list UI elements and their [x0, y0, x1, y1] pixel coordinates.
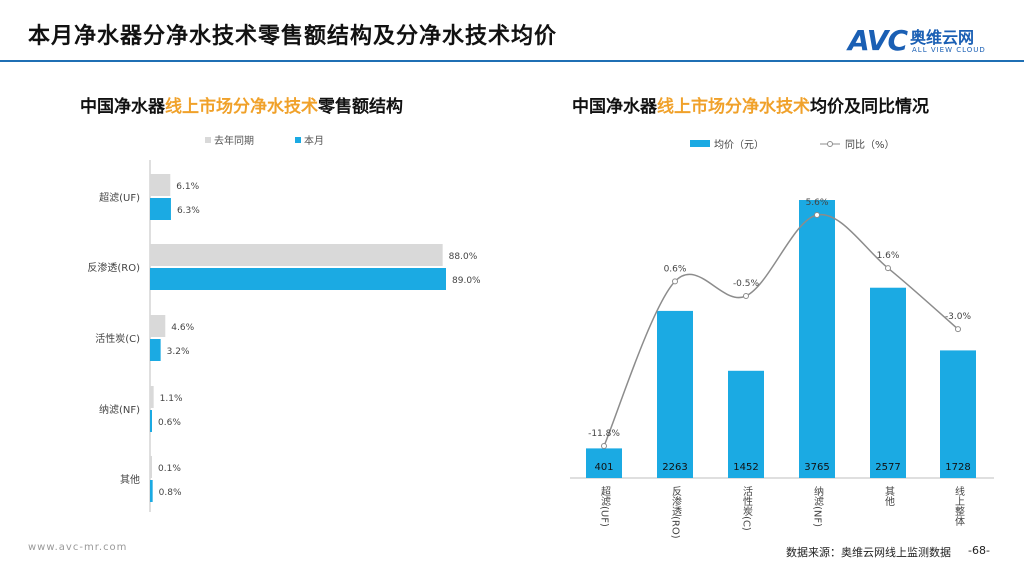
yoy-point [955, 326, 961, 333]
bar-value-label: 1728 [945, 462, 970, 473]
category-label: 纳滤(NF) [99, 403, 140, 416]
bar-avg-price [799, 200, 835, 478]
data-label: 1.1% [160, 394, 183, 404]
right-chart-title: 中国净水器线上市场分净水技术均价及同比情况 [572, 92, 929, 117]
yoy-label: 1.6% [877, 251, 900, 261]
bar-prior [150, 456, 152, 478]
logo-cn-text: 奥维云网 [910, 28, 975, 47]
data-label: 6.1% [176, 182, 199, 192]
data-label: 89.0% [452, 276, 481, 286]
bar-prior [150, 244, 443, 266]
bar-value-label: 2263 [662, 462, 687, 473]
bar-avg-price [586, 448, 622, 478]
category-label: 反渗透(RO) [87, 261, 140, 274]
page-title: 本月净水器分净水技术零售额结构及分净水技术均价 [28, 24, 558, 49]
bar-prior [150, 174, 171, 196]
right-title-pre: 中国净水器 [572, 97, 657, 117]
yoy-point [743, 292, 749, 299]
yoy-label: -3.0% [945, 312, 972, 322]
yoy-label: -0.5% [733, 279, 760, 289]
bar-avg-price [657, 310, 693, 478]
data-label: 0.8% [159, 488, 182, 498]
bar-current [150, 268, 446, 290]
legend-label-0: 去年同期 [214, 134, 254, 147]
right-title-highlight: 线上市场分净水技术 [657, 97, 810, 117]
category-label: 线上整体 [953, 485, 965, 527]
legend-marker [827, 141, 833, 147]
bar-avg-price [728, 370, 764, 478]
data-label: 0.6% [158, 418, 181, 428]
legend-label-1: 本月 [304, 134, 324, 147]
category-label: 超滤(UF) [99, 191, 140, 204]
header-divider [0, 60, 1024, 62]
page-number: -68- [968, 544, 990, 557]
right-title-post: 均价及同比情况 [810, 97, 929, 117]
avc-logo: AVC 奥维云网 ALL VIEW CLOUD [848, 22, 1008, 57]
yoy-label: -11.8% [588, 429, 620, 439]
bar-value-label: 401 [594, 462, 613, 473]
bar-avg-price [870, 287, 906, 478]
bar-avg-price [940, 350, 976, 478]
legend-label-line: 同比（%） [845, 139, 895, 151]
bar-value-label: 1452 [733, 462, 758, 473]
left-title-post: 零售额结构 [318, 97, 403, 117]
data-label: 6.3% [177, 206, 200, 216]
left-title-highlight: 线上市场分净水技术 [165, 97, 318, 117]
bar-prior [150, 315, 166, 337]
logo-mark: AVC [848, 24, 908, 57]
category-label: 活性炭(C) [741, 486, 753, 531]
bar-current [150, 480, 153, 502]
bar-current [150, 339, 161, 361]
category-label: 纳滤(NF) [812, 485, 824, 527]
bar-value-label: 3765 [804, 462, 829, 473]
yoy-point [885, 265, 891, 272]
data-label: 0.1% [158, 464, 181, 474]
legend-swatch-bar [690, 140, 710, 147]
yoy-point [814, 212, 820, 218]
bar-prior [150, 386, 154, 408]
bar-value-label: 2577 [875, 462, 900, 473]
data-label: 4.6% [171, 323, 194, 333]
legend-swatch-1 [295, 137, 301, 143]
yoy-point [601, 443, 607, 449]
data-label: 88.0% [449, 252, 478, 262]
bar-current [150, 198, 171, 220]
yoy-label: 5.6% [806, 198, 829, 208]
category-label: 其他 [120, 473, 140, 486]
yoy-label: 0.6% [664, 264, 687, 274]
logo-en-text: ALL VIEW CLOUD [912, 46, 986, 54]
data-source: 数据来源：奥维云网线上监测数据 [786, 546, 951, 559]
data-label: 3.2% [167, 347, 190, 357]
category-label: 其他 [883, 486, 895, 507]
yoy-point [672, 278, 678, 285]
category-label: 超滤(UF) [599, 485, 611, 527]
left-chart-title: 中国净水器线上市场分净水技术零售额结构 [80, 92, 403, 117]
footer-url: www.avc-mr.com [28, 542, 128, 553]
left-title-pre: 中国净水器 [80, 97, 165, 117]
legend-swatch-0 [205, 137, 211, 143]
category-label: 活性炭(C) [95, 332, 140, 345]
legend-label-bar: 均价（元） [714, 139, 764, 151]
bar-current [150, 410, 152, 432]
category-label: 反渗透(RO) [670, 486, 682, 539]
